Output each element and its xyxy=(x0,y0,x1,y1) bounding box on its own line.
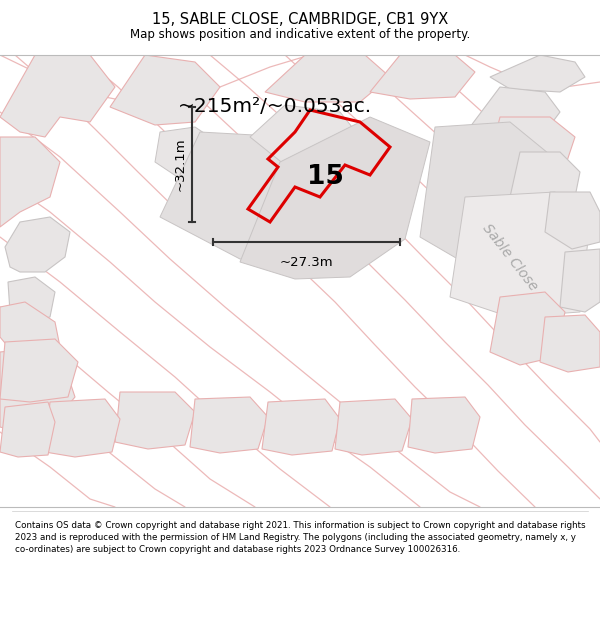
Polygon shape xyxy=(510,152,580,219)
Polygon shape xyxy=(490,117,575,172)
Text: ~215m²/~0.053ac.: ~215m²/~0.053ac. xyxy=(178,98,372,116)
Polygon shape xyxy=(0,55,115,137)
Polygon shape xyxy=(490,292,565,365)
Polygon shape xyxy=(370,55,475,99)
Text: 15, SABLE CLOSE, CAMBRIDGE, CB1 9YX: 15, SABLE CLOSE, CAMBRIDGE, CB1 9YX xyxy=(152,12,448,27)
Polygon shape xyxy=(420,122,565,272)
Polygon shape xyxy=(0,302,60,355)
Polygon shape xyxy=(160,132,360,262)
Text: Sable Close: Sable Close xyxy=(479,221,541,293)
Text: ~27.3m: ~27.3m xyxy=(280,256,334,269)
Text: Contains OS data © Crown copyright and database right 2021. This information is : Contains OS data © Crown copyright and d… xyxy=(15,521,586,554)
Polygon shape xyxy=(155,127,225,182)
Polygon shape xyxy=(335,399,412,455)
Polygon shape xyxy=(250,105,360,167)
Polygon shape xyxy=(408,397,480,453)
Polygon shape xyxy=(560,249,600,312)
Polygon shape xyxy=(0,339,78,402)
Polygon shape xyxy=(0,137,60,227)
Polygon shape xyxy=(190,397,268,453)
Polygon shape xyxy=(490,55,585,92)
Text: Map shows position and indicative extent of the property.: Map shows position and indicative extent… xyxy=(130,28,470,41)
Polygon shape xyxy=(240,117,430,279)
Polygon shape xyxy=(115,392,195,449)
Polygon shape xyxy=(545,192,600,249)
Polygon shape xyxy=(262,399,340,455)
Polygon shape xyxy=(110,55,220,125)
Polygon shape xyxy=(540,315,600,372)
Polygon shape xyxy=(265,55,390,102)
Text: ~32.1m: ~32.1m xyxy=(174,138,187,191)
Polygon shape xyxy=(45,399,120,457)
Polygon shape xyxy=(0,402,55,457)
Polygon shape xyxy=(450,192,590,317)
Polygon shape xyxy=(8,277,55,322)
Polygon shape xyxy=(5,217,70,272)
Text: 15: 15 xyxy=(307,164,343,190)
Polygon shape xyxy=(470,87,560,142)
Polygon shape xyxy=(0,349,75,432)
